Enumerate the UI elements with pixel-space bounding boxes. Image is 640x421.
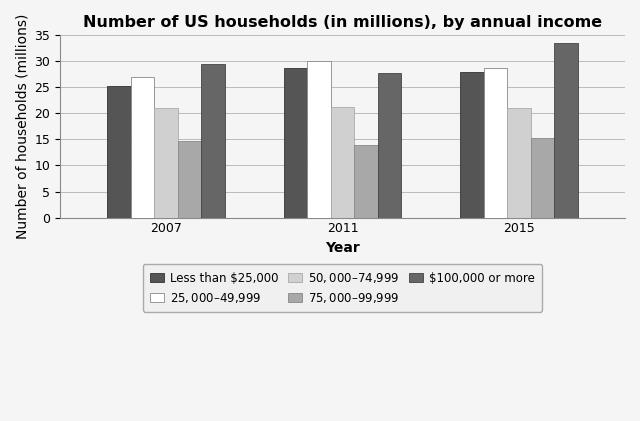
Title: Number of US households (in millions), by annual income: Number of US households (in millions), b…	[83, 15, 602, 30]
Bar	[554, 43, 578, 218]
Y-axis label: Number of households (millions): Number of households (millions)	[15, 14, 29, 239]
Bar	[178, 141, 202, 218]
Bar	[508, 108, 531, 218]
Bar	[531, 139, 554, 218]
Bar	[307, 61, 331, 218]
Bar	[202, 64, 225, 218]
Bar	[355, 145, 378, 218]
Bar	[484, 68, 508, 218]
Bar	[108, 86, 131, 218]
Bar	[378, 73, 401, 218]
Bar	[284, 68, 307, 218]
Bar	[331, 107, 355, 218]
Legend: Less than $25,000, $25,000–$49,999, $50,000–$74,999, $75,000–$99,999, $100,000 o: Less than $25,000, $25,000–$49,999, $50,…	[143, 264, 542, 312]
Bar	[131, 77, 154, 218]
Bar	[460, 72, 484, 218]
X-axis label: Year: Year	[325, 241, 360, 255]
Bar	[154, 108, 178, 218]
